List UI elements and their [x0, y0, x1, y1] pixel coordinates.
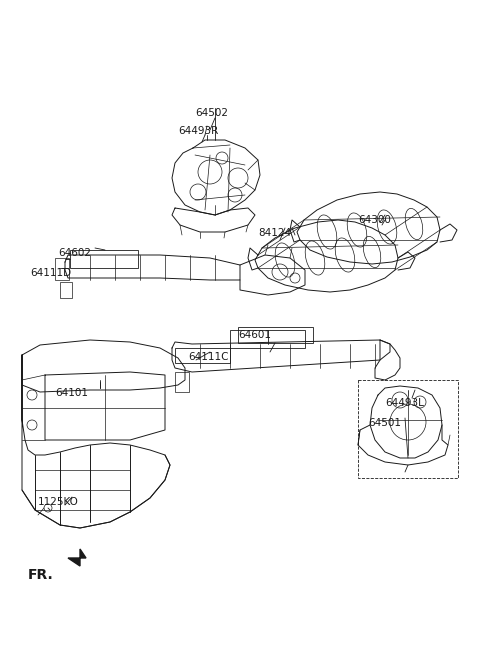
Bar: [70, 250, 138, 268]
Text: 1125KO: 1125KO: [38, 497, 79, 507]
Bar: [238, 327, 313, 343]
Text: 64601: 64601: [238, 330, 271, 340]
Bar: [55, 258, 69, 280]
Text: 64493L: 64493L: [385, 398, 424, 408]
Polygon shape: [68, 549, 86, 566]
Text: 84124: 84124: [258, 228, 291, 238]
Text: 64602: 64602: [58, 248, 91, 258]
Bar: [230, 330, 305, 348]
Text: 64300: 64300: [358, 215, 391, 225]
Bar: [60, 282, 72, 298]
Text: FR.: FR.: [28, 568, 54, 582]
Text: 64501: 64501: [368, 418, 401, 428]
Text: 64111C: 64111C: [188, 352, 228, 362]
Bar: [175, 372, 189, 392]
Text: 64493R: 64493R: [178, 126, 218, 136]
Text: 64101: 64101: [55, 388, 88, 398]
Bar: [358, 380, 458, 478]
Text: 64502: 64502: [195, 108, 228, 118]
Text: 64111D: 64111D: [30, 268, 71, 278]
Bar: [175, 348, 230, 363]
